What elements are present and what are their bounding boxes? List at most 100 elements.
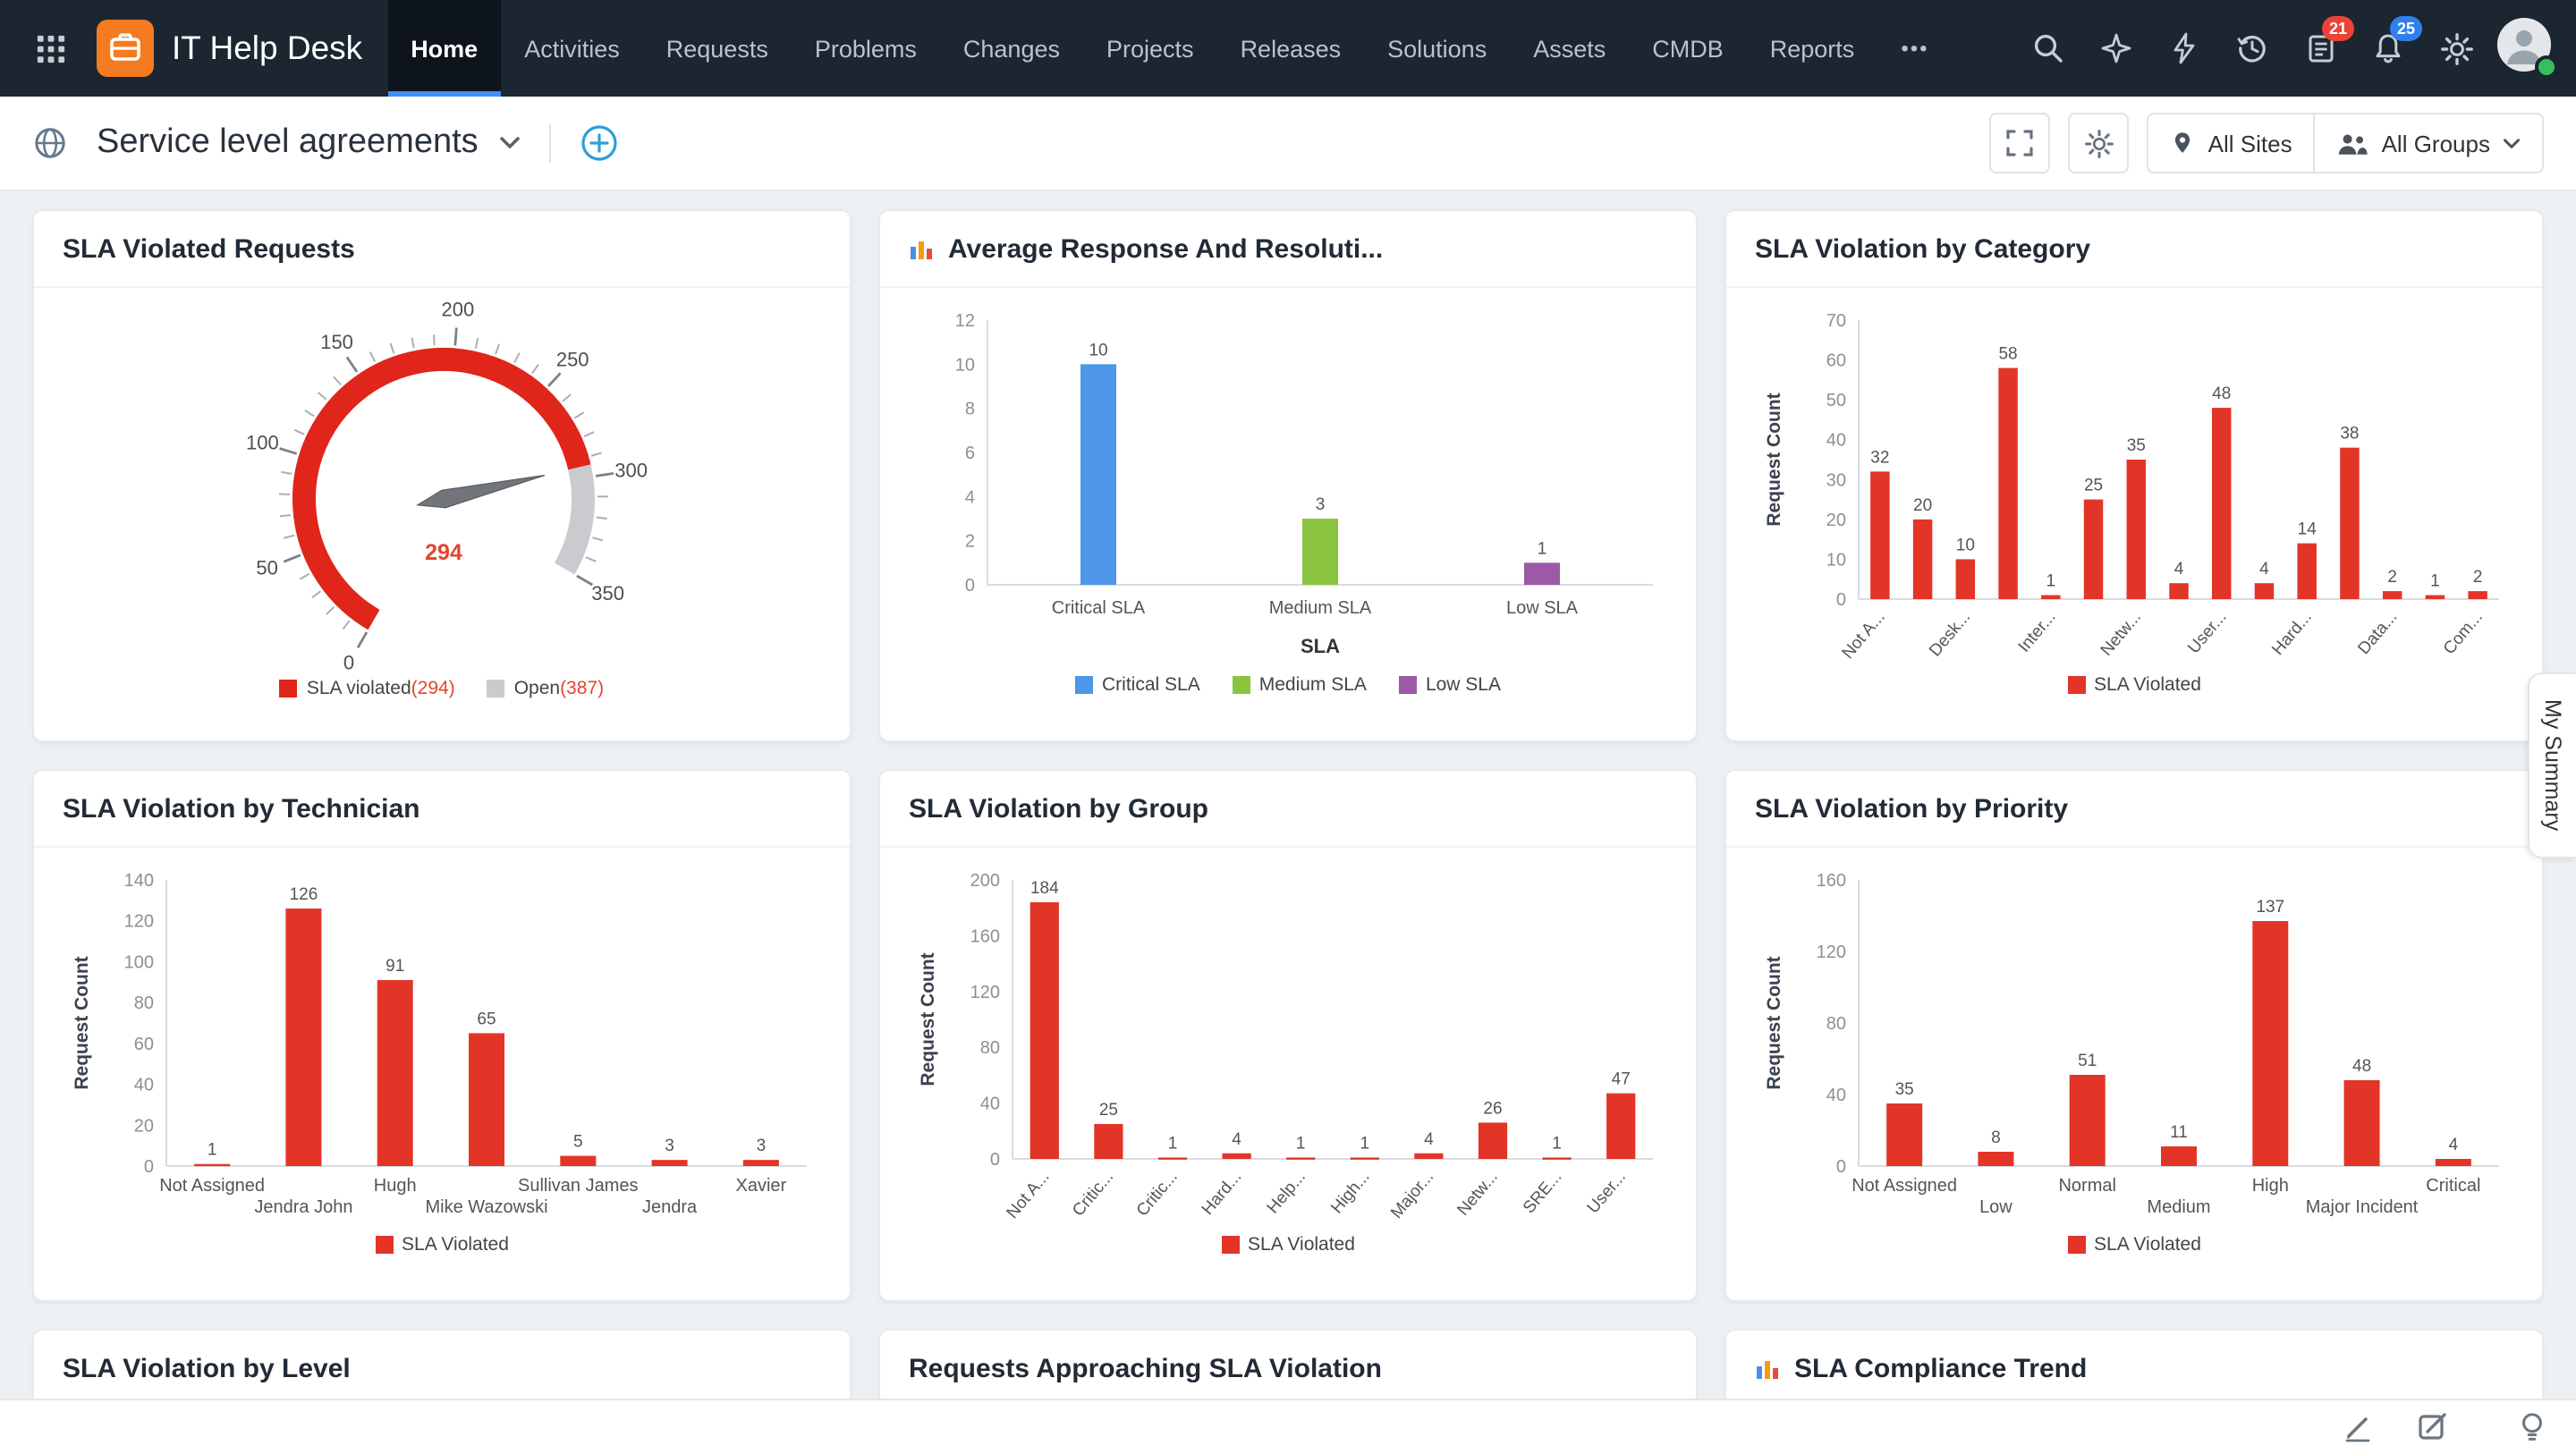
chevron-down-icon <box>2503 137 2521 149</box>
svg-text:160: 160 <box>970 926 1000 946</box>
card-title: SLA Violation by Group <box>909 793 1208 824</box>
chart-legend: SLA Violated <box>1755 674 2513 696</box>
zia-assistant-button[interactable] <box>2082 14 2150 82</box>
svg-text:120: 120 <box>970 983 1000 1002</box>
svg-text:184: 184 <box>1030 879 1059 898</box>
svg-text:Data...: Data... <box>2354 608 2401 658</box>
svg-text:Request Count: Request Count <box>72 956 92 1089</box>
annotation-button[interactable] <box>2342 1411 2374 1443</box>
app-switcher-button[interactable] <box>21 20 79 77</box>
site-filter[interactable]: All Sites <box>2149 114 2314 172</box>
navbar-right: 21 25 <box>2014 0 2576 97</box>
svg-text:Netw...: Netw... <box>2097 608 2145 660</box>
svg-text:0: 0 <box>965 576 975 596</box>
svg-text:Low SLA: Low SLA <box>1506 598 1579 618</box>
svg-text:Not A...: Not A... <box>1003 1168 1053 1222</box>
nav-home[interactable]: Home <box>387 0 501 97</box>
svg-text:294: 294 <box>425 540 462 565</box>
svg-text:160: 160 <box>1817 871 1846 891</box>
svg-text:10: 10 <box>955 355 975 375</box>
svg-text:51: 51 <box>2078 1052 2097 1070</box>
svg-text:250: 250 <box>556 349 589 371</box>
svg-text:SLA: SLA <box>1301 635 1340 657</box>
group-filter[interactable]: All Groups <box>2316 114 2542 172</box>
dashboard-toolbar: Service level agreements <box>0 97 2576 191</box>
svg-text:120: 120 <box>1817 943 1846 962</box>
dashboard-settings-button[interactable] <box>2069 113 2130 173</box>
svg-text:Critic...: Critic... <box>1069 1168 1117 1221</box>
nav-assets[interactable]: Assets <box>1510 0 1629 97</box>
svg-text:2: 2 <box>2473 568 2483 587</box>
svg-text:Sullivan James: Sullivan James <box>518 1176 639 1196</box>
svg-text:58: 58 <box>1998 344 2017 363</box>
nav-reports[interactable]: Reports <box>1747 0 1878 97</box>
chart-legend: SLA Violated <box>1755 1234 2513 1255</box>
chart-legend: SLA Violated <box>63 1234 821 1255</box>
svg-text:Major Incident: Major Incident <box>2306 1197 2419 1217</box>
quick-actions-button[interactable] <box>2150 14 2218 82</box>
svg-text:0: 0 <box>144 1157 154 1177</box>
nav-requests[interactable]: Requests <box>643 0 792 97</box>
search-button[interactable] <box>2014 14 2082 82</box>
toolbar-right: All Sites All Groups <box>1990 113 2544 173</box>
svg-text:Request Count: Request Count <box>1764 393 1784 526</box>
svg-text:4: 4 <box>1424 1130 1434 1149</box>
svg-text:Request Count: Request Count <box>918 952 938 1086</box>
chart-legend: SLA Violated <box>909 1234 1667 1255</box>
svg-text:Desk...: Desk... <box>1926 608 1974 661</box>
nav-activities[interactable]: Activities <box>501 0 643 97</box>
svg-text:40: 40 <box>1826 431 1846 451</box>
app-title: IT Help Desk <box>172 29 387 68</box>
nav-solutions[interactable]: Solutions <box>1364 0 1510 97</box>
site-filter-label: All Sites <box>2208 130 2292 156</box>
settings-button[interactable] <box>2422 14 2490 82</box>
svg-text:100: 100 <box>124 952 154 972</box>
add-widget-button[interactable] <box>580 123 620 163</box>
note-edit-icon <box>2417 1411 2449 1443</box>
nav-problems[interactable]: Problems <box>792 0 940 97</box>
svg-text:Xavier: Xavier <box>736 1176 787 1196</box>
svg-text:4: 4 <box>1232 1130 1241 1149</box>
app-logo[interactable] <box>97 20 154 77</box>
svg-text:80: 80 <box>1826 1014 1846 1034</box>
card-title: SLA Violation by Level <box>63 1353 351 1383</box>
nav-changes[interactable]: Changes <box>940 0 1083 97</box>
approvals-button[interactable]: 21 <box>2286 14 2354 82</box>
svg-text:120: 120 <box>124 912 154 932</box>
svg-text:Not Assigned: Not Assigned <box>159 1176 265 1196</box>
my-summary-tab[interactable]: My Summary <box>2528 672 2576 858</box>
notifications-button[interactable]: 25 <box>2354 14 2422 82</box>
dashboard-selector-button[interactable] <box>500 136 521 150</box>
svg-text:80: 80 <box>134 993 154 1013</box>
group-filter-label: All Groups <box>2382 130 2490 156</box>
svg-text:38: 38 <box>2340 425 2359 444</box>
nav-cmdb[interactable]: CMDB <box>1629 0 1747 97</box>
svg-text:14: 14 <box>2298 520 2318 539</box>
svg-text:User...: User... <box>2184 608 2230 658</box>
svg-text:0: 0 <box>990 1150 1000 1170</box>
nav-more[interactable]: ••• <box>1877 0 1952 97</box>
svg-text:30: 30 <box>1826 470 1846 490</box>
gear-icon <box>2439 31 2473 65</box>
user-avatar[interactable] <box>2497 18 2558 79</box>
chevron-down-icon <box>500 136 521 150</box>
svg-text:40: 40 <box>980 1095 1000 1114</box>
bottom-bar <box>0 1399 2576 1454</box>
svg-text:100: 100 <box>246 432 279 454</box>
nav-projects[interactable]: Projects <box>1083 0 1217 97</box>
svg-text:Mike Wazowski: Mike Wazowski <box>425 1197 547 1217</box>
theme-toggle-button[interactable] <box>2517 1411 2547 1443</box>
feedback-button[interactable] <box>2417 1411 2449 1443</box>
svg-text:35: 35 <box>2127 436 2146 455</box>
fullscreen-button[interactable] <box>1990 113 2051 173</box>
search-icon <box>2032 32 2064 64</box>
nav-releases[interactable]: Releases <box>1217 0 1365 97</box>
history-button[interactable] <box>2218 14 2286 82</box>
svg-text:40: 40 <box>1826 1086 1846 1105</box>
svg-text:35: 35 <box>1895 1080 1914 1099</box>
